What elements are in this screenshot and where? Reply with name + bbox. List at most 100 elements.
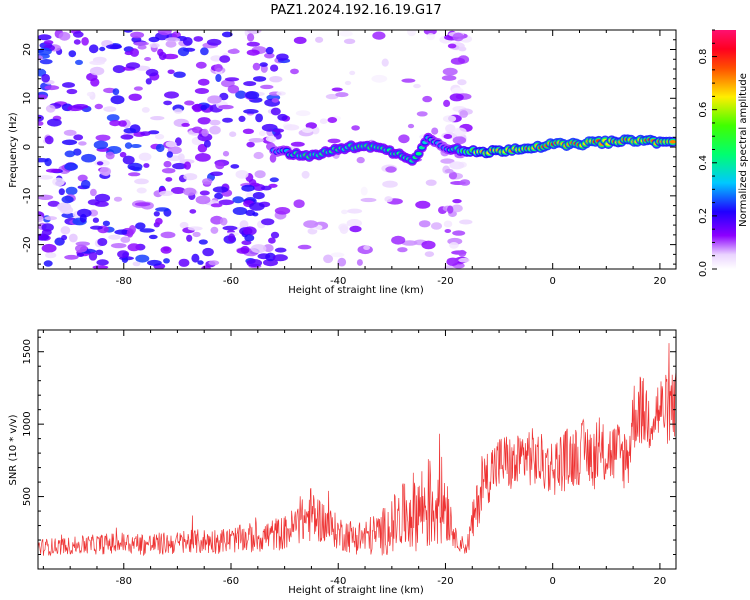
heatmap-noise-cell [122, 155, 135, 165]
heatmap-noise-cell [277, 113, 288, 121]
heatmap-noise-cell [88, 251, 98, 261]
heatmap-noise-cell [407, 30, 417, 37]
heatmap-noise-cell [113, 196, 123, 202]
heatmap-noise-cell [130, 31, 145, 39]
heatmap-noise-cell [195, 195, 211, 205]
heatmap-noise-cell [124, 142, 133, 149]
snr-frame [37, 329, 677, 570]
heatmap-noise-cell [290, 141, 305, 147]
heatmap-noise-cell [38, 215, 44, 222]
colorbar-tick-label: 0.0 [698, 261, 709, 277]
heatmap-noise-cell [117, 250, 130, 259]
heatmap-noise-cell [102, 220, 110, 227]
heatmap-noise-cell [232, 207, 248, 215]
heatmap-noise-cell [235, 170, 249, 179]
heatmap-noise-cell [458, 257, 470, 263]
heatmap-noise-cell [138, 152, 152, 161]
heatmap-noise-cell [295, 110, 311, 117]
heatmap-noise-cell [178, 258, 190, 267]
heatmap-noise-cell [81, 37, 89, 46]
spectrogram-x-tick-label: 0 [550, 276, 556, 287]
snr-y-label: SNR (10 * v/v) [8, 414, 19, 485]
heatmap-noise-cell [209, 119, 221, 126]
heatmap-noise-cell [44, 216, 57, 221]
heatmap-noise-cell [372, 31, 386, 40]
colorbar: 0.0 0.2 0.4 0.6 0.8 Normalized spectral ampl… [698, 29, 749, 277]
heatmap-noise-cell [147, 259, 162, 266]
heatmap-noise-cell [44, 85, 60, 91]
heatmap-noise-cell [64, 150, 76, 158]
heatmap-noise-cell [38, 121, 44, 126]
snr-x-tick-label: -40 [330, 576, 346, 587]
heatmap-noise-cell [43, 260, 53, 267]
heatmap-noise-cell [41, 229, 52, 236]
spectrogram-x-ticks: -80 -60 -40 -20 0 20 [42, 30, 666, 287]
heatmap-noise-cell [177, 47, 190, 57]
heatmap-noise-cell [272, 128, 285, 133]
heatmap-noise-cell [38, 34, 52, 41]
snr-panel: -80 -60 -40 -20 0 20 500 1000 1500 Height of st… [8, 329, 677, 596]
heatmap-noise-cell [442, 115, 457, 123]
heatmap-noise-cell [93, 140, 109, 150]
heatmap-noise-cell [161, 168, 176, 174]
heatmap-noise-cell [130, 48, 139, 57]
heatmap-noise-cell [127, 162, 143, 171]
heatmap-noise-cell [52, 177, 65, 187]
colorbar-tick-label: 0.2 [698, 208, 709, 224]
snr-x-tick-label: -20 [437, 576, 453, 587]
heatmap-noise-cell [99, 46, 106, 52]
heatmap-noise-cell [139, 228, 155, 233]
heatmap-noise-cell [41, 73, 50, 83]
heatmap-noise-cell [202, 178, 213, 185]
heatmap-noise-cell [219, 55, 231, 63]
heatmap-noise-cell [120, 134, 134, 140]
heatmap-noise-cell [86, 92, 93, 97]
heatmap-noise-cell [297, 244, 312, 250]
heatmap-noise-cell [269, 76, 283, 83]
heatmap-noise-cell [452, 199, 462, 204]
spectrogram-y-tick-label: -10 [22, 188, 33, 204]
heatmap-noise-cell [88, 44, 99, 54]
heatmap-noise-cell [458, 249, 467, 257]
heatmap-noise-cell [134, 178, 149, 185]
heatmap-noise-cell [444, 168, 454, 174]
heatmap-noise-cell [197, 117, 211, 125]
heatmap-noise-cell [177, 153, 185, 161]
heatmap-noise-cell [160, 231, 176, 239]
heatmap-noise-cell [268, 135, 276, 143]
heatmap-noise-cell [371, 74, 388, 83]
heatmap-noise-cell [194, 88, 209, 94]
heatmap-noise-cell [45, 252, 57, 259]
heatmap-noise-cell [75, 244, 88, 253]
heatmap-noise-cell [219, 92, 229, 101]
heatmap-noise-cell [38, 47, 52, 56]
heatmap-noise-cell [215, 74, 222, 82]
spectrogram-x-tick-label: -20 [437, 276, 453, 287]
heatmap-noise-cell [382, 180, 398, 188]
snr-x-tick-label: 0 [550, 576, 556, 587]
heatmap-noise-cell [186, 234, 193, 242]
heatmap-noise-cell [303, 220, 319, 229]
heatmap-noise-cell [130, 144, 142, 148]
heatmap-noise-cell [240, 245, 250, 254]
heatmap-noise-cell [133, 86, 143, 91]
heatmap-noise-cell [302, 127, 313, 133]
heatmap-noise-cell [293, 36, 307, 45]
heatmap-noise-cell [38, 175, 53, 180]
heatmap-noise-cell [78, 141, 87, 146]
heatmap-noise-cell [253, 76, 267, 82]
heatmap-trace-core [669, 140, 676, 144]
heatmap-noise-cell [112, 88, 120, 96]
heatmap-noise-cell [230, 164, 240, 169]
heatmap-noise-cell [165, 177, 173, 182]
heatmap-noise-cell [123, 30, 133, 33]
heatmap-noise-cell [255, 113, 263, 123]
heatmap-noise-cell [341, 209, 348, 215]
heatmap-noise-cell [246, 41, 260, 47]
heatmap-noise-cell [106, 44, 122, 50]
heatmap-noise-cell [143, 163, 150, 168]
heatmap-noise-cell [79, 213, 87, 223]
heatmap-noise-cell [114, 229, 131, 235]
heatmap-noise-cell [159, 190, 174, 196]
